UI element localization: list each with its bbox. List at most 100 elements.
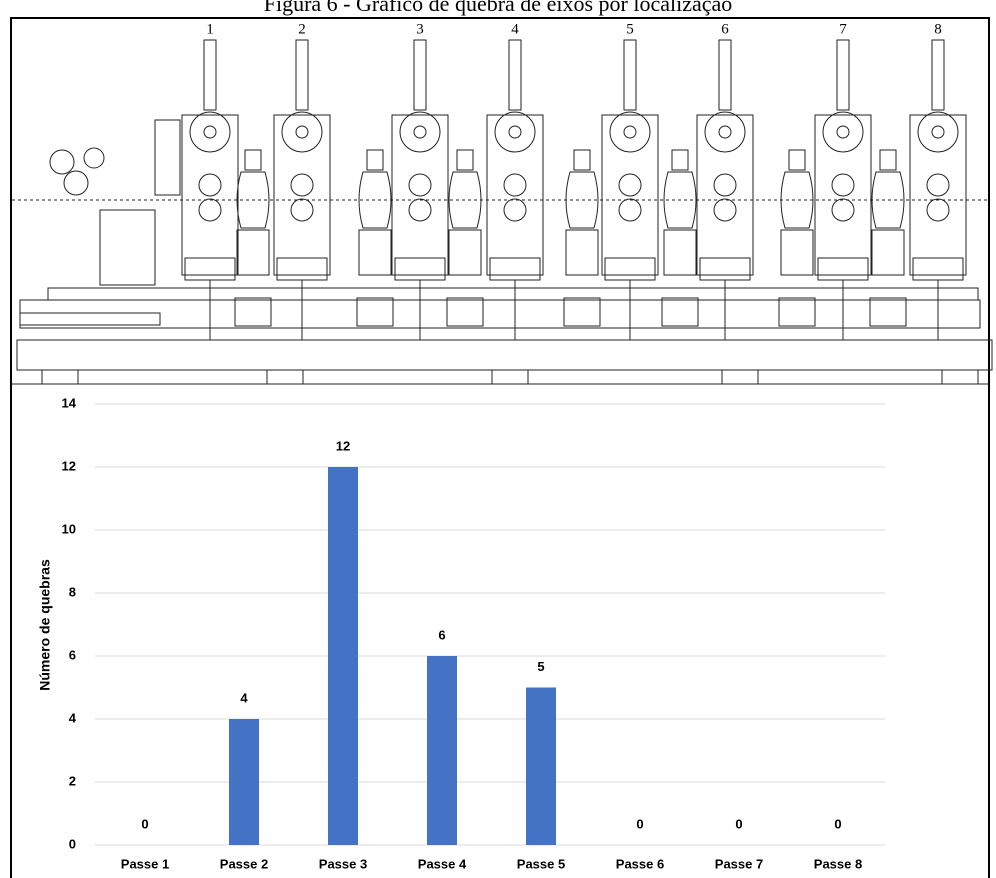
gearbox [277,258,327,280]
base-foot [942,370,978,384]
base-foot [42,370,78,384]
roll-support [449,230,481,275]
data-label: 0 [141,816,148,831]
foot [357,298,393,326]
y-tick-label: 14 [62,395,77,410]
handwheel-hub [719,126,731,138]
handwheel-hub [932,126,944,138]
x-tick-label: Passe 2 [220,856,268,871]
y-axis-label: Número de quebras [37,559,53,691]
x-tick-label: Passe 6 [616,856,664,871]
roll [832,199,854,221]
station-label: 7 [839,21,847,37]
page: Figura 6 - Gráfico de quebra de eixos po… [0,0,996,878]
base-beam [20,300,980,328]
vertical-roll-head [574,150,590,170]
roll [199,199,221,221]
x-tick-label: Passe 5 [517,856,565,871]
handwheel [190,112,230,152]
handwheel-hub [624,126,636,138]
foot [870,298,906,326]
roll [291,199,313,221]
gearbox [395,258,445,280]
screw [932,40,944,110]
stand-frame [910,115,966,275]
y-tick-label: 8 [69,584,76,599]
entry-wheel [84,148,104,168]
foot [447,298,483,326]
handwheel [400,112,440,152]
roll [619,199,641,221]
x-tick-label: Passe 3 [319,856,367,871]
roll-support [237,230,269,275]
x-tick-label: Passe 7 [715,856,763,871]
base-top [48,288,978,300]
handwheel [705,112,745,152]
handwheel-hub [296,126,308,138]
roll [291,174,313,196]
roll-support [566,230,598,275]
roll [504,174,526,196]
station-label: 1 [206,21,214,37]
handwheel [495,112,535,152]
y-tick-label: 0 [69,836,76,851]
stand-frame [815,115,871,275]
foot [235,298,271,326]
guide-block [155,120,180,195]
vertical-roll-head [672,150,688,170]
technical-drawing: 12345678 [12,21,992,384]
roll [832,174,854,196]
gearbox [185,258,235,280]
entry-wheel [64,171,88,195]
screw [204,40,216,110]
roll [409,174,431,196]
bar [526,688,556,846]
roll [199,174,221,196]
x-tick-label: Passe 4 [418,856,467,871]
foot [779,298,815,326]
roll [927,174,949,196]
station-label: 2 [298,21,306,37]
frame [11,18,989,878]
stand-frame [182,115,238,275]
stand-frame [274,115,330,275]
vertical-roll-head [367,150,383,170]
handwheel-hub [509,126,521,138]
handwheel [823,112,863,152]
handwheel-hub [414,126,426,138]
handwheel-hub [204,126,216,138]
gearbox [818,258,868,280]
stand-frame [602,115,658,275]
entry-housing [100,210,155,285]
gearbox [605,258,655,280]
station-label: 4 [511,21,519,37]
y-tick-label: 2 [69,773,76,788]
foot [564,298,600,326]
screw [296,40,308,110]
screw [719,40,731,110]
base-frame [17,340,992,370]
screw [509,40,521,110]
stand-frame [697,115,753,275]
base-foot [492,370,528,384]
y-tick-label: 12 [62,458,76,473]
bar [328,467,358,845]
vertical-roll-head [880,150,896,170]
stand-frame [392,115,448,275]
roll-support [664,230,696,275]
x-tick-label: Passe 8 [814,856,862,871]
roll [504,199,526,221]
rail [20,313,160,325]
base-foot [722,370,758,384]
stand-frame [487,115,543,275]
x-tick-label: Passe 1 [121,856,169,871]
data-label: 6 [438,627,445,642]
roll-support [359,230,391,275]
roll [714,174,736,196]
gearbox [490,258,540,280]
vertical-roll [781,172,813,228]
roll-support [872,230,904,275]
station-label: 3 [416,21,424,37]
roll [409,199,431,221]
figure-title: Figura 6 - Gráfico de quebra de eixos po… [264,0,733,16]
